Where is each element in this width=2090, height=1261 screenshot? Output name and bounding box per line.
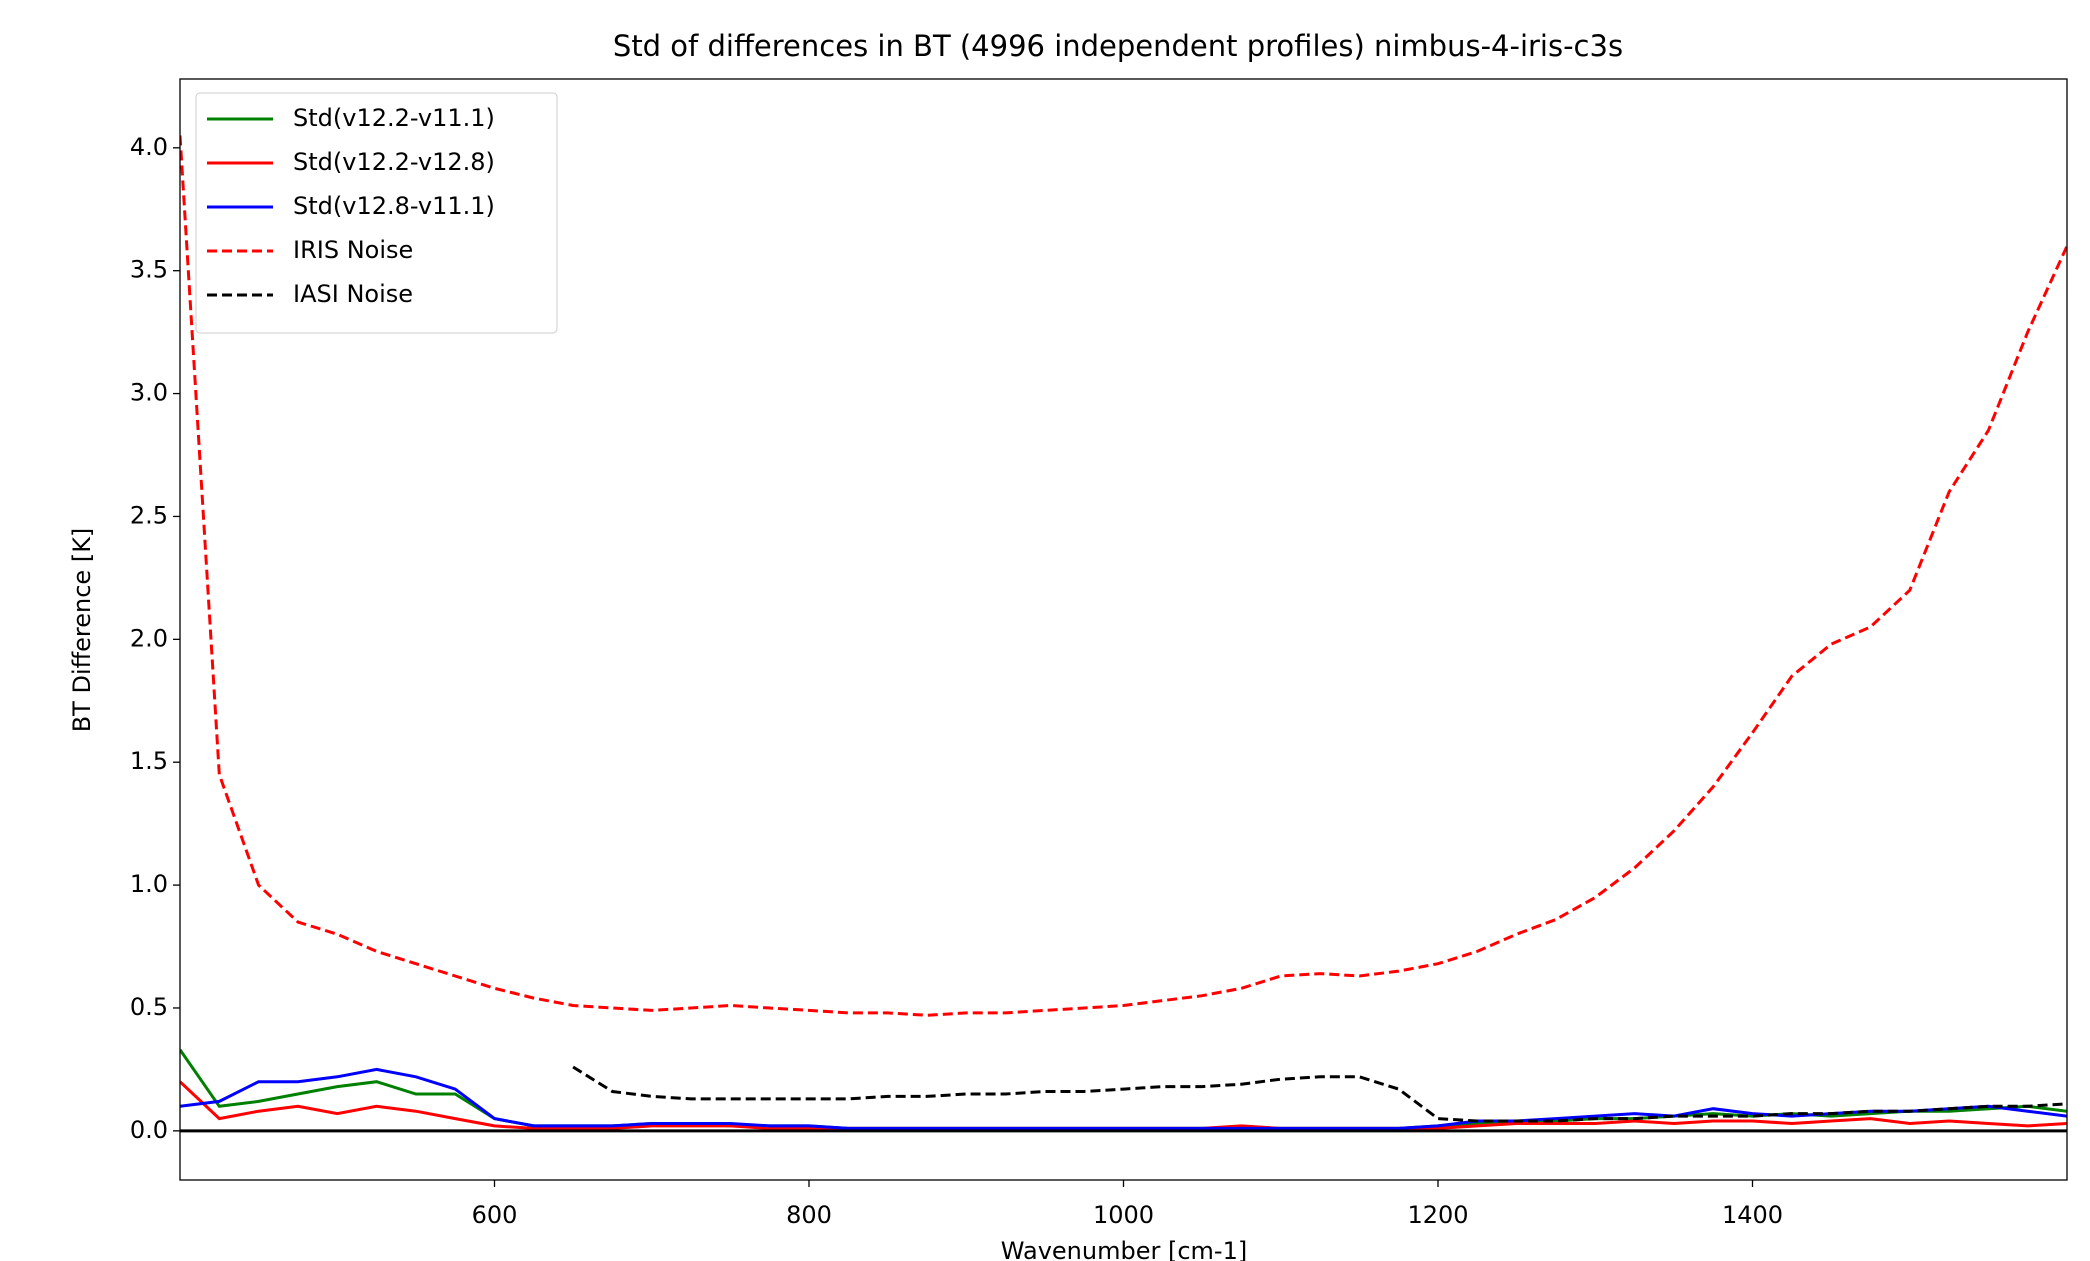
legend-label: Std(v12.2-v12.8) bbox=[293, 148, 495, 176]
y-tick-label: 4.0 bbox=[130, 133, 168, 161]
y-tick-label: 1.0 bbox=[130, 870, 168, 898]
x-axis-label: Wavenumber [cm-1] bbox=[1001, 1237, 1247, 1261]
legend-label: IRIS Noise bbox=[293, 236, 413, 264]
y-tick-label: 2.0 bbox=[130, 624, 168, 652]
x-tick-label: 800 bbox=[786, 1201, 832, 1229]
y-tick-label: 3.5 bbox=[130, 256, 168, 284]
chart-title: Std of differences in BT (4996 independe… bbox=[613, 29, 1623, 63]
x-tick-label: 1200 bbox=[1407, 1201, 1468, 1229]
y-tick-label: 1.5 bbox=[130, 747, 168, 775]
legend-label: IASI Noise bbox=[293, 280, 413, 308]
series-line bbox=[180, 1067, 2067, 1130]
plot-frame bbox=[179, 78, 2068, 1181]
series-line bbox=[572, 1065, 2067, 1123]
y-tick-label: 0.0 bbox=[130, 1116, 168, 1144]
series-line bbox=[180, 135, 2067, 1017]
y-axis-label: BT Difference [K] bbox=[68, 528, 96, 733]
y-tick-label: 0.5 bbox=[130, 993, 168, 1021]
legend-label: Std(v12.2-v11.1) bbox=[293, 104, 495, 132]
legend-box bbox=[195, 92, 558, 334]
y-tick-label: 2.5 bbox=[130, 501, 168, 529]
legend-label: Std(v12.8-v11.1) bbox=[293, 192, 495, 220]
x-tick-label: 600 bbox=[472, 1201, 518, 1229]
x-tick-label: 1400 bbox=[1722, 1201, 1783, 1229]
x-tick-label: 1000 bbox=[1093, 1201, 1154, 1229]
y-tick-label: 3.0 bbox=[130, 379, 168, 407]
